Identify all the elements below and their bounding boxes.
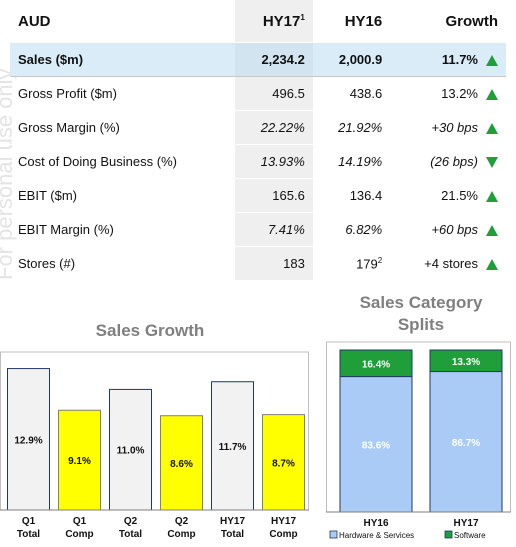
table-row: Stores (#) 183 1792 +4 stores [10,246,506,281]
financial-summary-table: AUD HY171 HY16 Growth Sales ($m) 2,234.2 2… [10,0,506,281]
hardware-segment [429,371,503,513]
arrow-up-icon [486,259,498,271]
hy16-value: 136.4 [312,178,391,213]
growth-value: 13.2% [390,76,506,111]
hy17-value: 13.93% [235,144,313,179]
growth-value: 11.7% [390,42,506,77]
row-label: Cost of Doing Business (%) [10,144,236,179]
legend-swatch-software [444,530,453,539]
hy17-value: 496.5 [235,76,313,111]
legend-label: Software [454,531,486,540]
header-hy17-footnote: 1 [300,12,305,22]
data-label: 83.6% [362,440,390,451]
x-tick-label: HY17 [271,516,296,527]
software-segment [339,349,413,378]
sales-growth-chart: Sales Growth 12.9% Q1 Total 9.1% Q1 Comp 11.0% Q… [0,321,309,540]
arrow-up-icon [486,123,498,135]
hy17-value: 183 [235,246,313,281]
row-label: Sales ($m) [10,42,236,77]
table-row: Gross Margin (%) 22.22% 21.92% +30 bps [10,110,506,145]
hy16-footnote: 2 [377,255,383,265]
hy16-value: 1792 [312,246,391,281]
table-row: EBIT Margin (%) 7.41% 6.82% +60 bps [10,212,506,247]
hy17-value: 22.22% [235,110,313,145]
growth-value: +30 bps [390,110,506,145]
x-tick-label: Total [221,529,244,540]
legend-label: Hardware & Services [339,531,414,540]
data-label: 86.7% [452,438,480,449]
data-label: 16.4% [362,359,390,370]
growth-value: +4 stores [390,246,506,281]
data-label: 11.7% [219,442,247,453]
table-row: EBIT ($m) 165.6 136.4 21.5% [10,178,506,213]
chart-title: Splits [398,315,444,334]
hy16-value: 14.19% [312,144,391,179]
row-label: Stores (#) [10,246,236,281]
hy16-value: 438.6 [312,76,391,111]
legend-swatch-hardware [329,530,338,539]
table-row: Gross Profit ($m) 496.5 438.6 13.2% [10,76,506,111]
growth-value: +60 bps [390,212,506,247]
header-hy17: HY171 [235,0,313,43]
growth-value: 21.5% [390,178,506,213]
x-tick-label: Q1 [22,516,36,527]
data-label: 13.3% [452,357,480,368]
table-row: Cost of Doing Business (%) 13.93% 14.19% (2… [10,144,506,179]
header-hy16: HY16 [312,0,391,43]
arrow-down-icon [486,157,498,169]
hy16-value: 2,000.9 [312,42,391,77]
x-tick-label: Total [119,529,142,540]
data-label: 11.0% [117,446,145,457]
row-label: EBIT Margin (%) [10,212,236,247]
row-label: Gross Margin (%) [10,110,236,145]
x-tick-label: Comp [269,529,297,540]
hardware-segment [339,376,413,513]
hy16-value: 21.92% [312,110,391,145]
arrow-up-icon [486,55,498,67]
software-segment [429,349,503,373]
chart-title: Sales Growth [96,321,205,340]
data-label: 12.9% [14,435,42,446]
header-aud: AUD [10,0,236,43]
bar [58,409,101,511]
data-label: 9.1% [68,456,91,467]
hy17-value: 165.6 [235,178,313,213]
arrow-up-icon [486,89,498,101]
chart-title: Sales Category [360,293,483,312]
table-header-row: AUD HY171 HY16 Growth [10,0,506,43]
data-label: 8.6% [170,459,193,470]
x-tick-label: Q2 [124,516,138,527]
x-tick-label: Q1 [73,516,87,527]
x-tick-label: HY17 [453,518,478,529]
x-tick-label: Q2 [175,516,189,527]
data-label: 8.7% [272,458,295,469]
x-tick-label: Comp [167,529,195,540]
arrow-up-icon [486,225,498,237]
bar [109,388,152,511]
row-label: Gross Profit ($m) [10,76,236,111]
x-tick-label: Comp [65,529,93,540]
growth-value: (26 bps) [390,144,506,179]
table-row: Sales ($m) 2,234.2 2,000.9 11.7% [10,42,506,77]
hy17-value: 2,234.2 [235,42,313,77]
header-growth: Growth [390,0,506,43]
sales-category-splits-chart: Sales Category Splits 83.6% 16.4% HY16 86.7% 1… [326,293,511,540]
x-tick-label: HY17 [220,516,245,527]
arrow-up-icon [486,191,498,203]
hy16-value: 6.82% [312,212,391,247]
x-tick-label: Total [17,529,40,540]
x-tick-label: HY16 [363,518,388,529]
row-label: EBIT ($m) [10,178,236,213]
hy17-value: 7.41% [235,212,313,247]
bar [7,368,50,511]
